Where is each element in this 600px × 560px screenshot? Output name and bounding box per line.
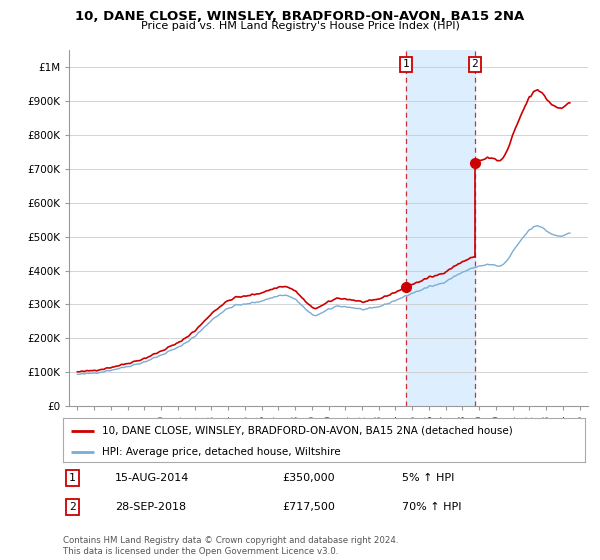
Text: 10, DANE CLOSE, WINSLEY, BRADFORD-ON-AVON, BA15 2NA (detached house): 10, DANE CLOSE, WINSLEY, BRADFORD-ON-AVO… <box>102 426 513 436</box>
Text: HPI: Average price, detached house, Wiltshire: HPI: Average price, detached house, Wilt… <box>102 447 341 458</box>
Text: 5% ↑ HPI: 5% ↑ HPI <box>403 473 455 483</box>
Text: 70% ↑ HPI: 70% ↑ HPI <box>403 502 462 512</box>
Text: 1: 1 <box>69 473 76 483</box>
Text: 2: 2 <box>472 59 478 69</box>
Text: 1: 1 <box>403 59 409 69</box>
Text: £350,000: £350,000 <box>282 473 335 483</box>
Text: Contains HM Land Registry data © Crown copyright and database right 2024.
This d: Contains HM Land Registry data © Crown c… <box>63 536 398 556</box>
Text: 28-SEP-2018: 28-SEP-2018 <box>115 502 187 512</box>
Text: 2: 2 <box>69 502 76 512</box>
Text: 10, DANE CLOSE, WINSLEY, BRADFORD-ON-AVON, BA15 2NA: 10, DANE CLOSE, WINSLEY, BRADFORD-ON-AVO… <box>76 10 524 23</box>
Text: Price paid vs. HM Land Registry's House Price Index (HPI): Price paid vs. HM Land Registry's House … <box>140 21 460 31</box>
Text: £717,500: £717,500 <box>282 502 335 512</box>
Text: 15-AUG-2014: 15-AUG-2014 <box>115 473 190 483</box>
Bar <box>406 50 475 406</box>
